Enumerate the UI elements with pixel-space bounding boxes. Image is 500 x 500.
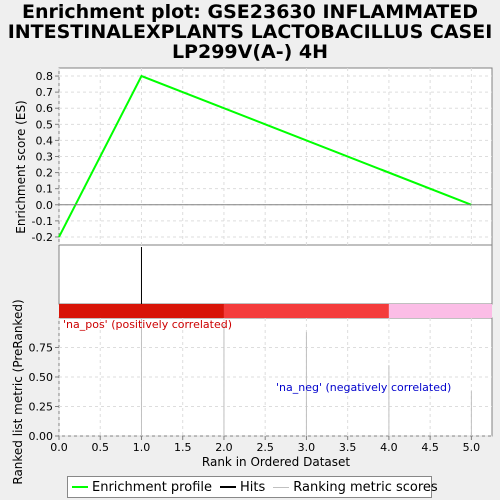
es-y-axis-label: Enrichment score (ES) — [14, 100, 28, 233]
legend-swatch-hits — [220, 486, 236, 488]
title-line-2: INTESTINALEXPLANTS LACTOBACILLUS CASEI — [7, 21, 493, 43]
es-y-tick-label: 0.2 — [36, 167, 54, 180]
pos-correlated-label: 'na_pos' (positively correlated) — [63, 318, 232, 331]
x-tick-label: 4.5 — [421, 441, 439, 454]
x-tick-label: 1.0 — [133, 441, 151, 454]
ranked-y-tick-label: 0.75 — [29, 342, 54, 355]
title-line-1: Enrichment plot: GSE23630 INFLAMMATED — [21, 1, 479, 23]
neg-correlated-label: 'na_neg' (negatively correlated) — [276, 381, 451, 394]
es-y-tick-label: -0.1 — [32, 215, 53, 228]
legend-item-ranking-metric: Ranking metric scores — [273, 479, 438, 495]
x-axis-label: Rank in Ordered Dataset — [202, 455, 350, 469]
x-tick-label: 5.0 — [463, 441, 481, 454]
colorbar-segment — [223, 304, 389, 318]
es-y-tick-label: 0.5 — [36, 118, 54, 131]
x-tick-label: 3.5 — [339, 441, 357, 454]
es-y-tick-label: 0.3 — [36, 151, 54, 164]
x-tick-label: 4.0 — [380, 441, 398, 454]
es-y-tick-label: 0.6 — [36, 102, 54, 115]
title-line-3: LP299V(A-) 4H — [171, 41, 329, 63]
chart-title: Enrichment plot: GSE23630 INFLAMMATED IN… — [0, 2, 500, 62]
x-tick-label: 3.0 — [298, 441, 316, 454]
x-tick-label: 1.5 — [174, 441, 192, 454]
es-y-tick-label: 0.8 — [36, 70, 54, 83]
x-tick-label: 0.5 — [91, 441, 109, 454]
legend-swatch-enrichment-profile — [72, 486, 88, 488]
legend: Enrichment profile Hits Ranking metric s… — [67, 476, 438, 498]
colorbar-segment — [388, 304, 492, 318]
ranked-y-tick-label: 0.00 — [29, 430, 54, 443]
x-tick-label: 2.5 — [256, 441, 274, 454]
legend-swatch-ranking-metric — [273, 486, 290, 488]
enrichment-profile-line — [58, 74, 472, 238]
x-tick-label: 2.0 — [215, 441, 233, 454]
hits-panel — [58, 244, 493, 305]
legend-label-enrichment-profile: Enrichment profile — [92, 479, 212, 495]
es-y-tick-label: 0.0 — [36, 199, 54, 212]
legend-label-hits: Hits — [240, 479, 266, 495]
ranked-y-axis-label: Ranked list metric (PreRanked) — [11, 299, 25, 484]
colorbar-segment — [59, 304, 224, 318]
es-y-tick-label: 0.4 — [36, 134, 54, 147]
es-y-tick-label: -0.2 — [32, 231, 53, 244]
legend-label-ranking-metric: Ranking metric scores — [293, 479, 438, 495]
x-tick-label: 0.0 — [50, 441, 68, 454]
es-y-tick-label: 0.1 — [36, 183, 54, 196]
ranked-y-tick-label: 0.25 — [29, 401, 54, 414]
legend-item-enrichment-profile: Enrichment profile — [72, 480, 212, 495]
legend-item-hits: Hits — [220, 480, 265, 495]
es-y-tick-label: 0.7 — [36, 86, 54, 99]
ranked-y-tick-label: 0.50 — [29, 371, 54, 384]
